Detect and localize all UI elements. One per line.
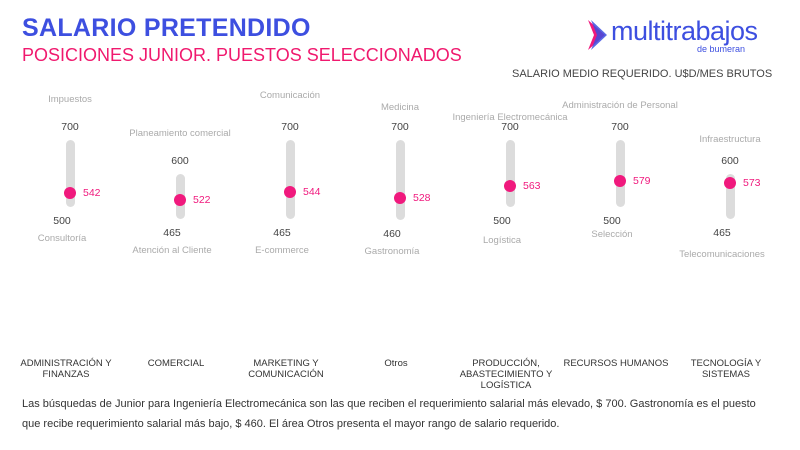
- max-value-label: 700: [391, 121, 409, 133]
- min-position-label: Logística: [482, 235, 522, 246]
- max-position-label: Ingeniería Electromecánica: [452, 112, 568, 123]
- max-position-label: Infraestructura: [699, 133, 761, 145]
- unit-label: SALARIO MEDIO REQUERIDO. U$D/MES BRUTOS: [512, 68, 773, 80]
- category-label: MARKETING Y COMUNICACIÓN: [248, 358, 324, 380]
- logo-text: multitrabajos: [611, 16, 758, 46]
- min-position-label: E-commerce: [255, 244, 309, 256]
- range-bar: [505, 140, 515, 207]
- mean-value-label: 542: [83, 186, 101, 199]
- category-label: Otros: [384, 358, 408, 369]
- range-bar: [395, 140, 405, 221]
- mean-value-label: 528: [413, 191, 431, 204]
- max-position-label: Comunicación: [259, 90, 321, 101]
- min-value-label: 500: [493, 215, 511, 227]
- chevron-logo-icon: [588, 20, 607, 50]
- max-value-label: 600: [721, 154, 739, 167]
- max-value-label: 700: [281, 121, 299, 133]
- mean-dot: [174, 193, 186, 206]
- mean-dot: [394, 191, 406, 204]
- mean-value-label: 579: [633, 174, 651, 187]
- category-label: COMERCIAL: [147, 358, 205, 369]
- max-value-label: 700: [611, 121, 629, 133]
- category-label: ADMINISTRACIÓN Y FINANZAS: [20, 358, 112, 380]
- range-bar: [725, 173, 735, 219]
- mean-value-label: 563: [523, 179, 541, 192]
- min-value-label: 460: [383, 228, 401, 241]
- mean-value-label: 522: [193, 193, 211, 206]
- mean-value-label: 573: [743, 176, 761, 189]
- range-chart: 542 700 Impuestos 500 Consultoría ADMINISTRAC…: [20, 90, 765, 391]
- category-label: RECURSOS HUMANOS: [563, 358, 669, 369]
- min-value-label: 465: [713, 226, 731, 239]
- logo-subtext: de bumeran: [697, 44, 746, 54]
- min-value-label: 500: [53, 215, 71, 227]
- range-bar: [65, 140, 75, 207]
- max-position-label: Medicina: [380, 102, 420, 113]
- mean-dot: [614, 174, 626, 187]
- category-label: PRODUCCIÓN, ABASTECIMIENTO Y LOGÍSTICA: [459, 358, 553, 391]
- multitrabajos-logo: multitrabajos de bumeran: [585, 14, 795, 54]
- min-value-label: 465: [273, 226, 291, 239]
- max-position-label: Planeamiento comercial: [129, 127, 231, 139]
- max-position-label: Impuestos: [48, 94, 92, 105]
- page-title: SALARIO PRETENDIDO: [22, 14, 311, 42]
- mean-dot: [724, 176, 736, 189]
- min-position-label: Consultoría: [37, 233, 87, 244]
- min-position-label: Atención al Cliente: [132, 244, 212, 256]
- max-value-label: 700: [501, 121, 519, 133]
- max-value-label: 700: [61, 121, 79, 133]
- min-position-label: Telecomunicaciones: [679, 248, 765, 260]
- range-bar: [285, 140, 295, 219]
- min-value-label: 465: [163, 226, 181, 239]
- range-bar: [615, 140, 625, 207]
- mean-dot: [284, 186, 296, 199]
- mean-value-label: 544: [303, 186, 321, 199]
- min-position-label: Gastronomía: [364, 246, 420, 258]
- mean-dot: [504, 179, 516, 192]
- mean-dot: [64, 186, 76, 199]
- min-position-label: Selección: [591, 229, 633, 240]
- footnote: Las búsquedas de Junior para Ingeniería …: [22, 398, 756, 430]
- max-value-label: 600: [171, 154, 189, 167]
- category-label: TECNOLOGÍA Y SISTEMAS: [690, 358, 762, 380]
- min-value-label: 500: [603, 215, 621, 227]
- max-position-label: Administración de Personal: [562, 100, 678, 111]
- page-subtitle: POSICIONES JUNIOR. PUESTOS SELECCIONADOS: [22, 45, 462, 65]
